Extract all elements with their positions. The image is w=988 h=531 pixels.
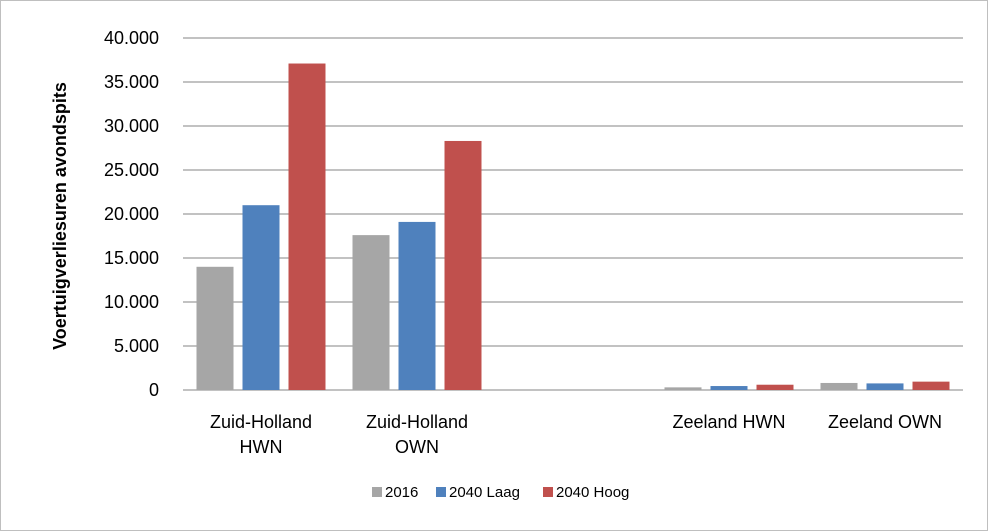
legend-swatch xyxy=(372,487,382,497)
y-tick-label: 25.000 xyxy=(104,160,159,180)
x-category-labels: Zuid-Holland HWN Zuid-Holland OWN Zeeland HW… xyxy=(210,412,942,457)
y-tick-label: 0 xyxy=(149,380,159,400)
bar-2016 xyxy=(352,235,390,390)
y-tick-label: 20.000 xyxy=(104,204,159,224)
y-tick-label: 30.000 xyxy=(104,116,159,136)
bar-2040-laag xyxy=(866,383,904,390)
bar-2040-hoog xyxy=(288,63,326,391)
y-tick-label: 15.000 xyxy=(104,248,159,268)
legend-swatch xyxy=(436,487,446,497)
y-tick-label: 40.000 xyxy=(104,28,159,48)
x-category-label: Zeeland OWN xyxy=(828,412,942,432)
y-tick-label: 5.000 xyxy=(114,336,159,356)
x-category-label: Zuid-Holland xyxy=(210,412,312,432)
legend-label: 2016 xyxy=(385,484,418,501)
legend-label: 2040 Laag xyxy=(449,484,520,501)
x-category-label: Zeeland HWN xyxy=(672,412,785,432)
y-tick-label: 35.000 xyxy=(104,72,159,92)
bars xyxy=(196,63,950,391)
bar-2040-laag xyxy=(398,221,436,390)
y-tick-labels: 0 5.000 10.000 15.000 20.000 25.000 30.000 35.0… xyxy=(104,28,159,400)
bar-2016 xyxy=(820,382,858,390)
x-category-label: OWN xyxy=(395,437,439,457)
bar-2040-laag xyxy=(710,386,748,390)
bar-2016 xyxy=(196,266,234,390)
bar-2040-hoog xyxy=(444,140,482,390)
legend-label: 2040 Hoog xyxy=(556,484,629,501)
legend: 2016 2040 Laag 2040 Hoog xyxy=(372,484,629,501)
y-tick-label: 10.000 xyxy=(104,292,159,312)
x-category-label: Zuid-Holland xyxy=(366,412,468,432)
bar-2016 xyxy=(664,387,702,390)
bar-2040-hoog xyxy=(756,384,794,390)
y-axis-label: Voertuigverliesuren avondspits xyxy=(50,82,70,350)
legend-swatch xyxy=(543,487,553,497)
bar-2040-laag xyxy=(242,205,280,390)
x-category-label: HWN xyxy=(240,437,283,457)
bar-2040-hoog xyxy=(912,381,950,390)
